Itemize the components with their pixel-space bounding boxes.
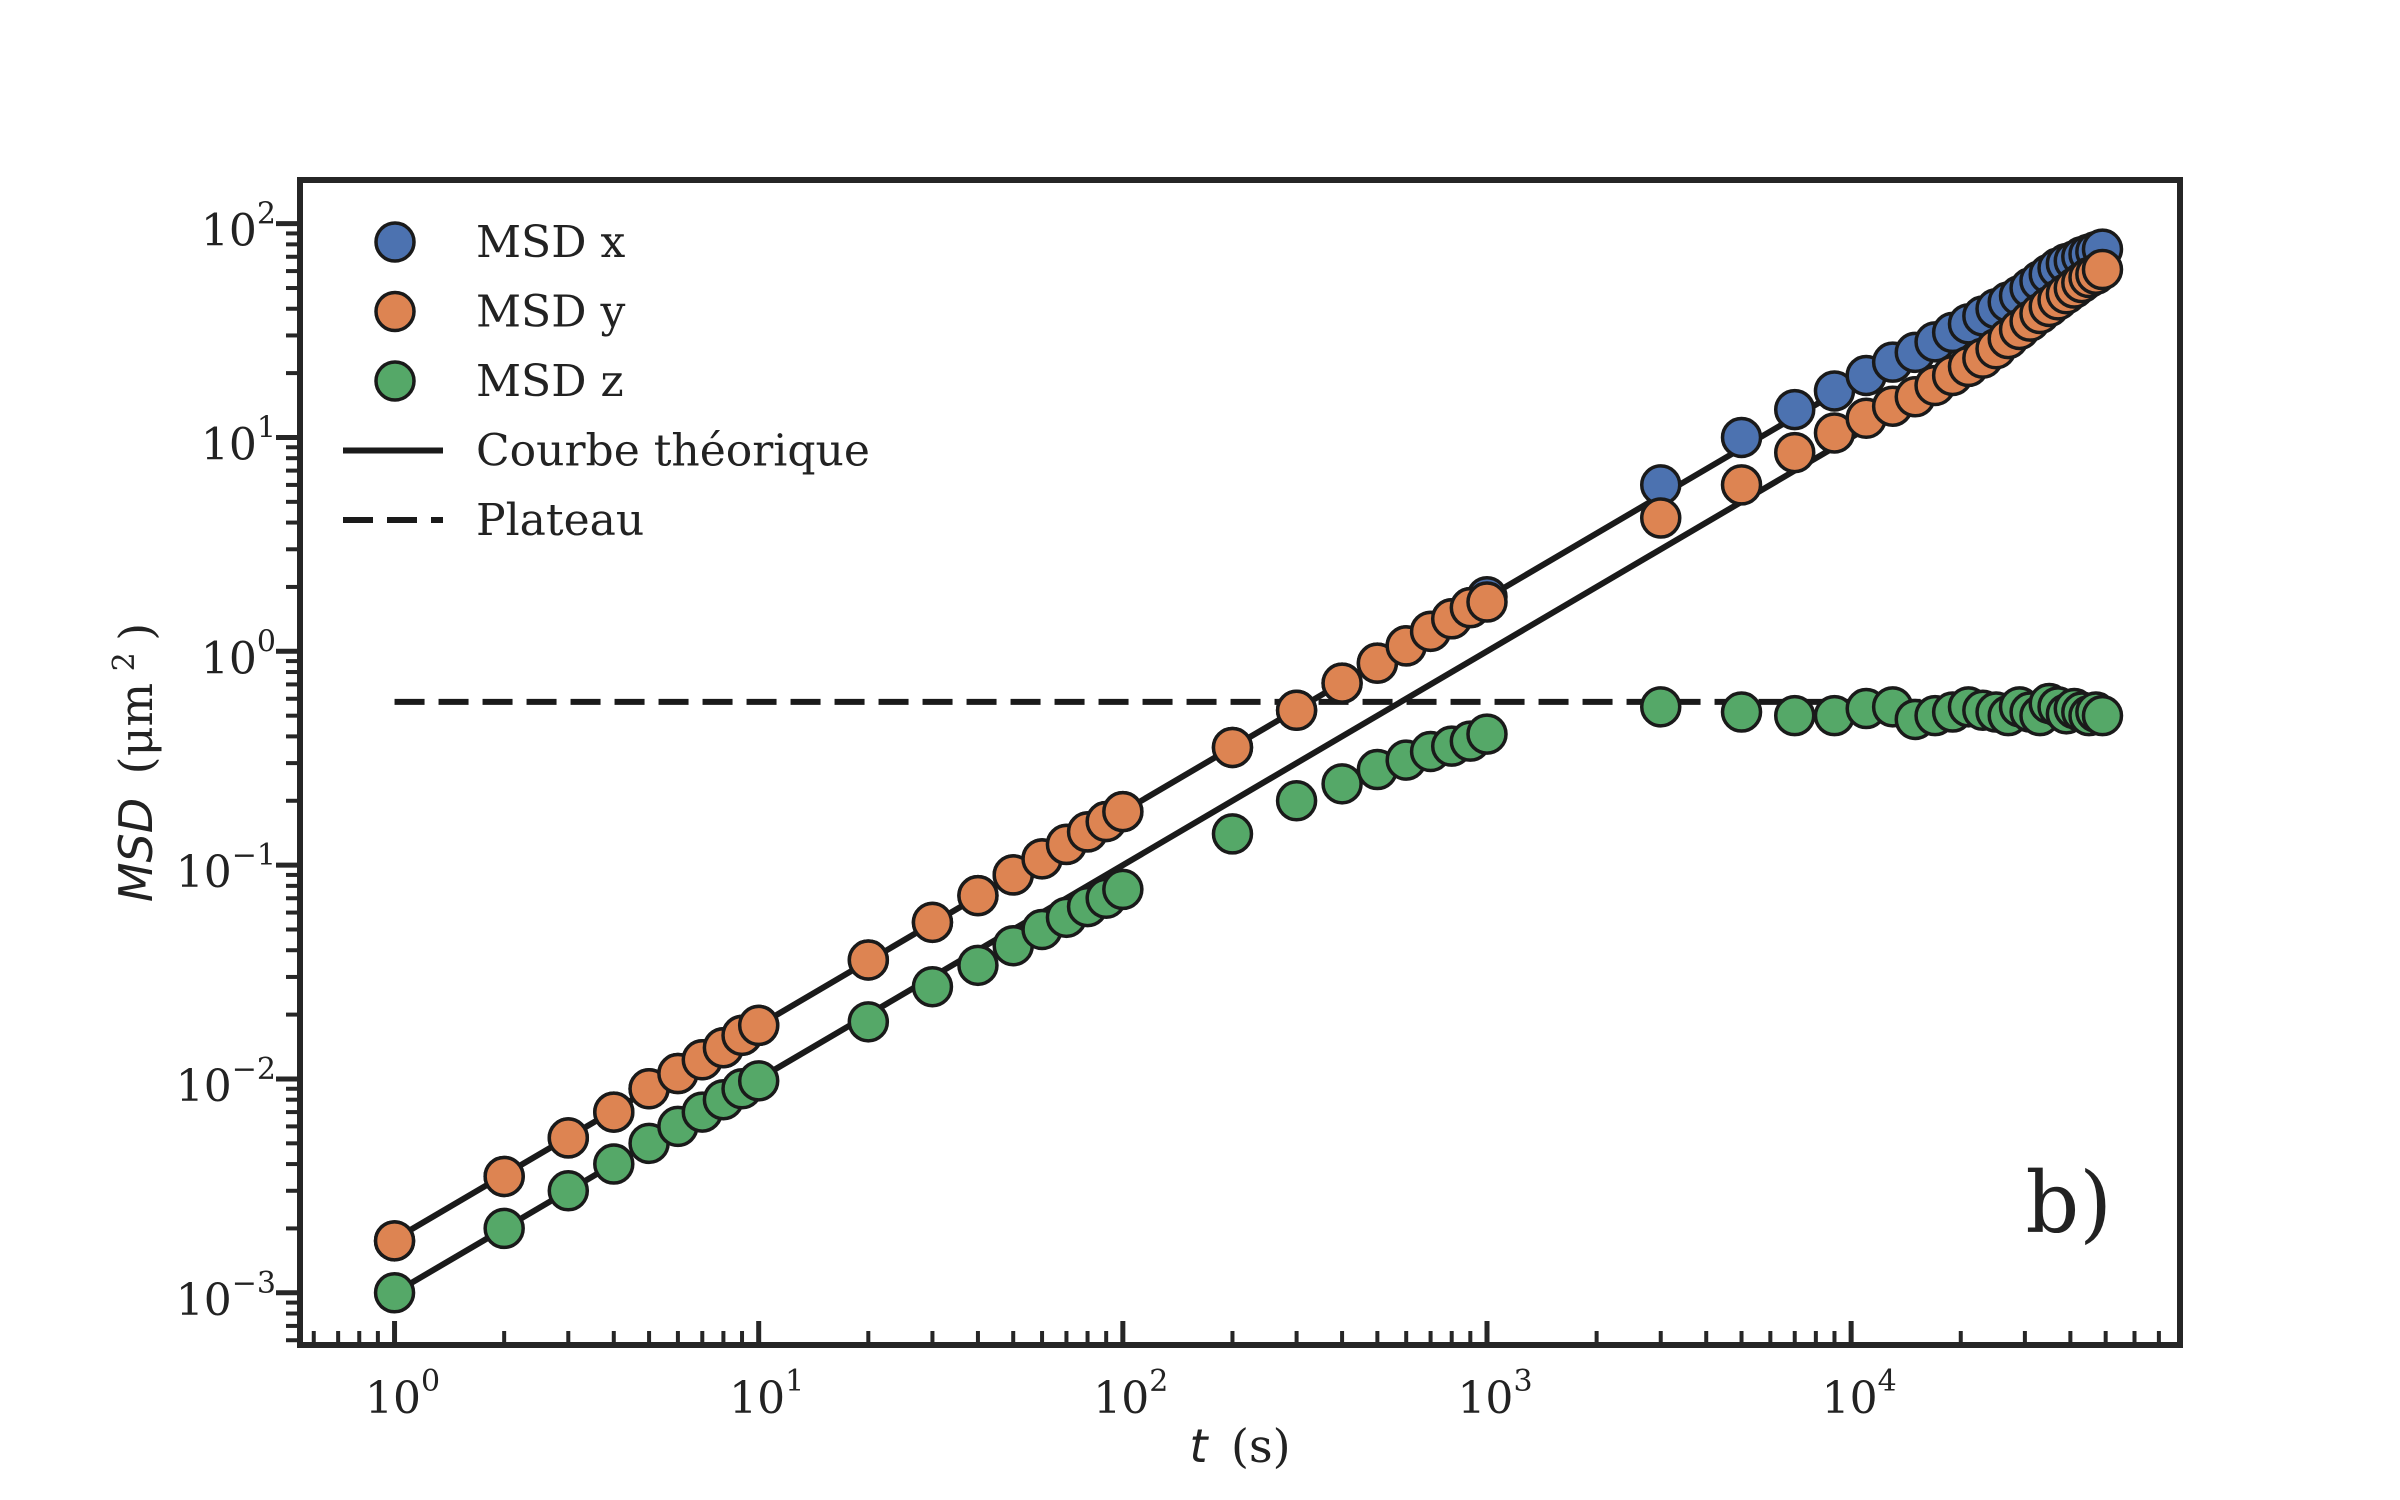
data-point xyxy=(593,1091,635,1133)
data-point xyxy=(1720,416,1763,459)
data-point xyxy=(1275,689,1318,732)
x-tick-label: 104 xyxy=(1822,1364,1897,1424)
y-tick-label: 100 xyxy=(201,624,276,684)
data-point xyxy=(1639,497,1682,539)
legend-item: MSD z xyxy=(374,356,624,407)
y-axis-var: MSD xyxy=(109,798,163,902)
data-point xyxy=(847,939,890,981)
x-tick-label: 102 xyxy=(1093,1364,1168,1424)
data-point xyxy=(1321,763,1363,805)
data-point xyxy=(1211,813,1254,855)
x-axis-label: t (s) xyxy=(1189,1419,1290,1473)
legend-marker xyxy=(374,221,416,263)
data-point xyxy=(547,1170,590,1212)
tick-labels: 100 101 102 103 104 10−3 10−2 10−1 100 101 102 xyxy=(176,197,1897,1424)
data-point xyxy=(911,965,954,1008)
data-point xyxy=(483,1155,525,1198)
y-axis-unit-post: ) xyxy=(109,623,163,641)
data-point xyxy=(1102,868,1144,911)
plot-frame xyxy=(297,177,2183,1348)
data-point xyxy=(1720,691,1763,733)
legend-label: Plateau xyxy=(476,495,644,546)
data-point xyxy=(483,1207,525,1250)
y-axis-label: MSD (μm 2 ) xyxy=(93,623,163,902)
y-tick-label: 101 xyxy=(201,410,276,470)
data-point xyxy=(1102,790,1144,833)
data-point xyxy=(1720,464,1763,506)
data-point xyxy=(1466,581,1508,623)
data-point xyxy=(2081,248,2124,291)
legend-item: MSD y xyxy=(374,287,625,338)
x-axis-unit: (s) xyxy=(1231,1419,1291,1473)
data-point xyxy=(737,1060,780,1102)
legend: MSD x MSD y MSD z Courbe théorique Plateau xyxy=(343,217,870,546)
y-tick-label: 10−3 xyxy=(176,1266,276,1326)
data-point xyxy=(1773,694,1816,737)
x-tick-label: 101 xyxy=(729,1364,804,1424)
series-3 xyxy=(373,682,2124,1314)
data-point xyxy=(1211,726,1254,769)
data-points xyxy=(373,228,2124,1314)
legend-label: Courbe théorique xyxy=(476,426,870,477)
data-point xyxy=(1275,780,1318,822)
data-point xyxy=(373,1272,416,1314)
data-point xyxy=(1466,713,1508,755)
data-point xyxy=(957,944,999,987)
data-point xyxy=(1321,662,1363,704)
x-axis-var: t xyxy=(1189,1419,1209,1473)
legend-item: Courbe théorique xyxy=(343,426,870,477)
data-point xyxy=(911,901,954,944)
x-tick-label: 103 xyxy=(1457,1364,1532,1424)
y-tick-label: 10−1 xyxy=(176,838,276,898)
legend-label: MSD y xyxy=(476,287,625,338)
y-axis-unit-pre: (μm xyxy=(109,683,163,774)
y-tick-label: 102 xyxy=(201,197,276,257)
data-point xyxy=(737,1004,780,1047)
legend-marker xyxy=(374,360,416,402)
y-axis-unit-sup: 2 xyxy=(107,652,142,671)
data-point xyxy=(847,1001,890,1043)
data-point xyxy=(2081,694,2124,737)
data-point xyxy=(1773,388,1816,431)
x-tick-label: 100 xyxy=(365,1364,440,1424)
panel-annotation: b) xyxy=(2025,1154,2112,1252)
data-point xyxy=(547,1117,590,1159)
data-point xyxy=(593,1143,635,1185)
y-tick-label: 10−2 xyxy=(176,1052,276,1112)
legend-marker xyxy=(374,290,416,333)
data-point xyxy=(1639,686,1682,728)
legend-label: MSD x xyxy=(476,217,625,268)
data-point xyxy=(373,1220,416,1262)
data-point xyxy=(957,874,999,917)
series-2 xyxy=(373,248,2124,1262)
legend-item: Plateau xyxy=(343,495,644,546)
legend-item: MSD x xyxy=(374,217,625,268)
data-point xyxy=(1773,431,1816,474)
legend-label: MSD z xyxy=(476,356,624,407)
